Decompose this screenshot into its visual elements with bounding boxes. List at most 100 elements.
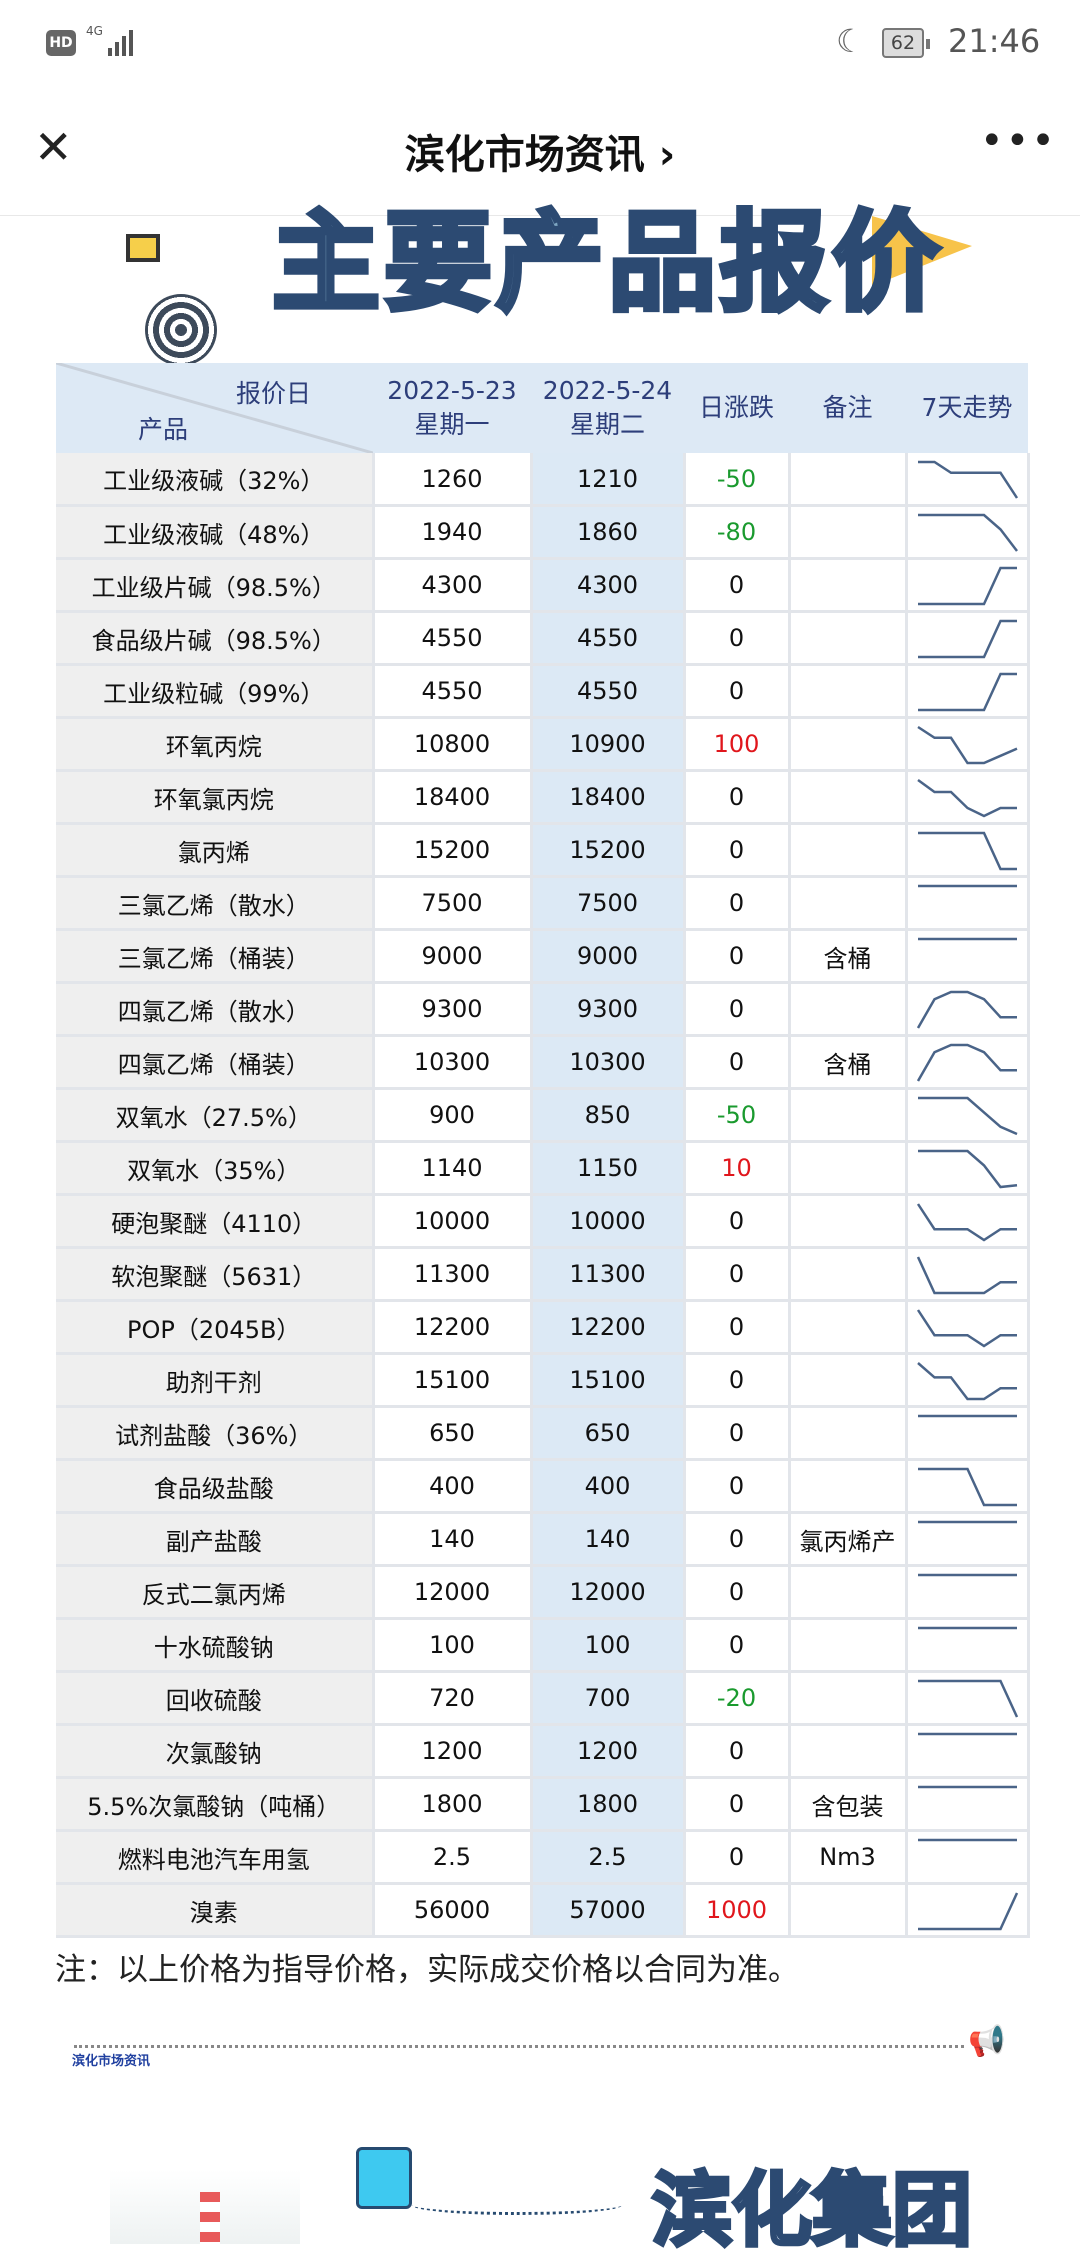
- footnote: 注：以上价格为指导价格，实际成交价格以合同为准。: [55, 1952, 799, 1988]
- signal-icon: [108, 26, 133, 56]
- product-cell: 燃料电池汽车用氢: [56, 1830, 375, 1886]
- product-cell: 软泡聚醚（5631）: [56, 1247, 375, 1303]
- product-cell: POP（2045B）: [56, 1300, 375, 1356]
- change-cell: 0: [684, 1618, 791, 1674]
- table-row: 四氯乙烯（散水） 9300 9300 0: [56, 982, 1030, 1038]
- trend-line: [916, 1043, 1017, 1082]
- table-row: 三氯乙烯（散水） 7500 7500 0: [56, 876, 1030, 932]
- note-cell: [789, 558, 908, 614]
- footer-label: 滨化市场资讯: [72, 2054, 151, 2069]
- table-row: 助剂干剂 15100 15100 0: [56, 1353, 1030, 1409]
- price-date1-cell: 1140: [373, 1141, 533, 1197]
- note-cell: [789, 1565, 908, 1621]
- trend-line: [917, 1096, 1017, 1136]
- price-date1-cell: 1800: [373, 1777, 533, 1833]
- trend-line: [917, 1785, 1017, 1789]
- product-cell: 氯丙烯: [56, 823, 375, 879]
- product-cell: 副产盐酸: [56, 1512, 375, 1568]
- change-cell: 0: [684, 1830, 791, 1886]
- note-cell: 含桶: [789, 929, 908, 985]
- price-date2-cell: 1200: [531, 1724, 686, 1780]
- chimney-illustration: [200, 2192, 220, 2244]
- trend-sparkline: [906, 664, 1030, 720]
- product-cell: 环氧丙烷: [56, 717, 375, 773]
- hd-icon: HD: [46, 30, 76, 56]
- nav-bar: ✕ 滨化市场资讯 › •••: [0, 80, 1080, 216]
- price-date2-cell: 57000: [531, 1883, 686, 1939]
- price-date1-cell: 720: [373, 1671, 533, 1727]
- product-cell: 四氯乙烯（桶装）: [56, 1035, 375, 1091]
- table-row: 工业级粒碱（99%） 4550 4550 0: [56, 664, 1030, 720]
- trend-line: [916, 990, 1017, 1029]
- trend-line: [917, 1679, 1018, 1718]
- price-date1-cell: 4300: [373, 558, 533, 614]
- trend-sparkline: [906, 1141, 1030, 1197]
- trend-sparkline: [906, 823, 1030, 879]
- price-date2-cell: 700: [531, 1671, 686, 1727]
- table-row: 副产盐酸 140 140 0 氯丙烯产: [56, 1512, 1030, 1568]
- trend-sparkline: [906, 453, 1030, 508]
- table-row: 三氯乙烯（桶装） 9000 9000 0 含桶: [56, 929, 1030, 985]
- logo: 滨化集团: [650, 2162, 974, 2259]
- product-cell: 助剂干剂: [56, 1353, 375, 1409]
- trend-sparkline: [906, 1247, 1030, 1303]
- note-cell: [789, 717, 908, 773]
- trend-line: [917, 460, 1018, 499]
- network-type: 4G: [86, 24, 103, 38]
- note-cell: [789, 1724, 908, 1780]
- phone-icon: [356, 2147, 412, 2209]
- table-row: 次氯酸钠 1200 1200 0: [56, 1724, 1030, 1780]
- price-date1-cell: 1940: [373, 505, 533, 561]
- trend-sparkline: [906, 876, 1030, 932]
- price-date2-cell: 650: [531, 1406, 686, 1462]
- price-date2-cell: 9300: [531, 982, 686, 1038]
- price-date1-cell: 4550: [373, 611, 533, 667]
- page-title[interactable]: 滨化市场资讯 ›: [404, 132, 676, 178]
- price-date1-cell: 1260: [373, 453, 533, 508]
- price-date2-cell: 18400: [531, 770, 686, 826]
- divider: [74, 2045, 964, 2048]
- trend-sparkline: [906, 611, 1030, 667]
- price-date1-cell: 15100: [373, 1353, 533, 1409]
- product-cell: 试剂盐酸（36%）: [56, 1406, 375, 1462]
- product-cell: 工业级粒碱（99%）: [56, 664, 375, 720]
- clock: 21:46: [948, 22, 1041, 60]
- table-row: 工业级片碱（98.5%） 4300 4300 0: [56, 558, 1030, 614]
- trend-sparkline: [906, 1088, 1030, 1144]
- trend-sparkline: [906, 505, 1030, 561]
- table-header: 报价日 产品 2022-5-23 星期一 2022-5-24 星期二 日涨跌 备注 …: [56, 363, 1028, 453]
- change-cell: 100: [684, 717, 791, 773]
- change-cell: 0: [684, 1406, 791, 1462]
- note-cell: [789, 664, 908, 720]
- price-date2-cell: 2.5: [531, 1830, 686, 1886]
- note-cell: [789, 1671, 908, 1727]
- note-cell: [789, 1088, 908, 1144]
- price-date2-cell: 140: [531, 1512, 686, 1568]
- product-cell: 硬泡聚醚（4110）: [56, 1194, 375, 1250]
- header-product: 产品: [138, 415, 189, 444]
- price-date1-cell: 1200: [373, 1724, 533, 1780]
- price-date2-cell: 12000: [531, 1565, 686, 1621]
- note-cell: [789, 505, 908, 561]
- phone-cord: [412, 2195, 622, 2215]
- table-row: 反式二氯丙烯 12000 12000 0: [56, 1565, 1030, 1621]
- product-cell: 溴素: [56, 1883, 375, 1939]
- price-date1-cell: 18400: [373, 770, 533, 826]
- trend-line: [917, 566, 1017, 606]
- table-row: 双氧水（35%） 1140 1150 10: [56, 1141, 1030, 1197]
- trend-sparkline: [906, 558, 1030, 614]
- change-cell: -80: [684, 505, 791, 561]
- trend-sparkline: [906, 1777, 1030, 1833]
- price-date1-cell: 900: [373, 1088, 533, 1144]
- close-icon[interactable]: ✕: [34, 120, 73, 174]
- product-cell: 食品级片碱（98.5%）: [56, 611, 375, 667]
- status-bar: HD 4G ☾ 62 21:46: [0, 0, 1080, 80]
- table-row: 硬泡聚醚（4110） 10000 10000 0: [56, 1194, 1030, 1250]
- price-date1-cell: 9300: [373, 982, 533, 1038]
- trend-line: [916, 779, 1017, 818]
- product-cell: 5.5%次氯酸钠（吨桶）: [56, 1777, 375, 1833]
- change-cell: 10: [684, 1141, 791, 1197]
- more-icon[interactable]: •••: [980, 118, 1057, 164]
- price-date2-cell: 100: [531, 1618, 686, 1674]
- trend-line: [917, 1838, 1017, 1842]
